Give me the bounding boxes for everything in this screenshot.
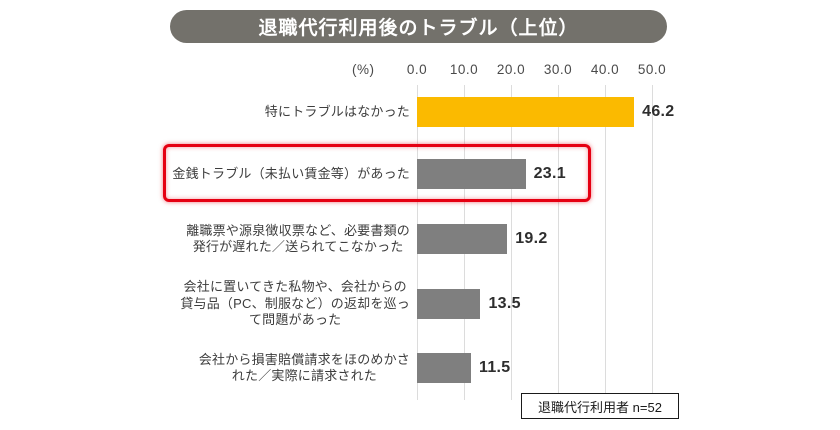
gridline-20: [511, 85, 512, 400]
chart-title-banner: 退職代行利用後のトラブル（上位）: [170, 10, 667, 43]
chart-title: 退職代行利用後のトラブル（上位）: [258, 18, 579, 39]
bar-damage-claim: [417, 353, 472, 383]
axis-tick-30: 30.0: [543, 62, 573, 77]
bar-documents-delayed: [417, 224, 508, 254]
axis-tick-0: 0.0: [406, 62, 428, 77]
bar-value-label: 11.5: [479, 359, 511, 376]
axis-tick-10: 10.0: [449, 62, 479, 77]
category-label-row: 金銭トラブル（未払い賃金等）があった: [130, 159, 410, 189]
category-label: 会社に置いてきた私物や、会社からの 貸与品（PC、制服など）の返却を巡っ て問題…: [180, 279, 410, 328]
gridline-50: [652, 85, 653, 400]
category-label: 特にトラブルはなかった: [264, 103, 410, 119]
axis-tick-40: 40.0: [590, 62, 620, 77]
axis-unit-label: (%): [352, 62, 375, 77]
sample-size-box: 退職代行利用者 n=52: [521, 393, 679, 419]
bar-value-label: 19.2: [515, 230, 548, 247]
category-label: 離職票や源泉徴収票など、必要書類の 発行が遅れた／送られてこなかった: [186, 222, 410, 255]
gridline-40: [605, 85, 606, 400]
category-label: 会社から損害賠償請求をほのめかさ れた／実際に請求された: [198, 351, 410, 384]
gridline-30: [558, 85, 559, 400]
axis-tick-50: 50.0: [637, 62, 667, 77]
bar-value-label: 46.2: [642, 103, 675, 120]
bar-no-trouble: [417, 97, 635, 127]
category-label-row: 会社から損害賠償請求をほのめかさ れた／実際に請求された: [130, 351, 410, 384]
bar-value-label: 23.1: [533, 165, 566, 182]
category-label-row: 離職票や源泉徴収票など、必要書類の 発行が遅れた／送られてこなかった: [130, 222, 410, 255]
category-label-row: 会社に置いてきた私物や、会社からの 貸与品（PC、制服など）の返却を巡っ て問題…: [130, 279, 410, 327]
sample-size-label: 退職代行利用者 n=52: [538, 399, 662, 415]
axis-tick-20: 20.0: [496, 62, 526, 77]
bar-belongings-return: [417, 289, 481, 319]
bar-money-trouble: [417, 159, 526, 189]
bar-value-label: 13.5: [488, 295, 521, 312]
category-label-row: 特にトラブルはなかった: [130, 97, 410, 127]
category-label: 金銭トラブル（未払い賃金等）があった: [172, 165, 410, 181]
